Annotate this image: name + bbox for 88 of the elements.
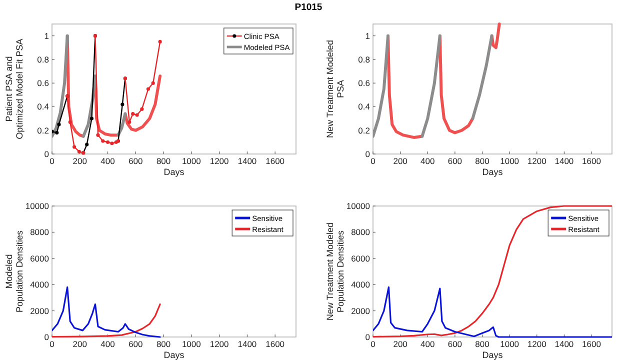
x-tick-label: 1600 (266, 339, 285, 349)
y-tick-label: 10000 (346, 201, 370, 211)
point (146, 87, 150, 91)
x-tick-label: 800 (475, 156, 490, 166)
y-tick-label: 0 (44, 332, 50, 342)
x-axis-title: Days (482, 167, 504, 177)
y-tick-label: 10000 (25, 201, 50, 211)
y-axis-title: New Treatment Modeled Population Densities (325, 222, 346, 321)
y-tick-label: 0.8 (37, 54, 50, 64)
point (77, 150, 81, 154)
point (68, 120, 72, 124)
x-tick-label: 600 (128, 339, 144, 349)
point (140, 107, 144, 111)
x-tick-label: 1000 (500, 156, 520, 166)
x-tick-label: 200 (393, 339, 408, 349)
x-tick-label: 800 (156, 339, 171, 349)
chart-title: P1015 (294, 2, 323, 13)
y-tick-label: 0.4 (358, 102, 370, 112)
y-tick-label: 1 (365, 30, 370, 41)
x-tick-label: 600 (448, 339, 462, 349)
point (120, 102, 124, 106)
point (158, 40, 162, 44)
x-tick-label: 1600 (582, 156, 602, 166)
point (135, 113, 139, 117)
point (55, 130, 59, 135)
y-tick-label: 2000 (351, 306, 370, 316)
x-tick-label: 400 (420, 156, 435, 166)
point (85, 142, 89, 146)
point (72, 145, 76, 149)
x-tick-label: 800 (156, 156, 171, 166)
point (128, 120, 132, 124)
y-tick-label: 0.4 (37, 102, 50, 112)
line-series (373, 286, 612, 338)
point (57, 122, 61, 126)
x-tick-label: 1000 (182, 156, 202, 166)
x-tick-label: 1000 (182, 339, 202, 349)
x-tick-label: 1600 (266, 156, 285, 166)
y-tick-label: 0 (44, 149, 50, 159)
x-tick-label: 1200 (527, 156, 547, 166)
y-tick-label: 0 (365, 149, 370, 159)
y-axis-title: Patient PSA and Optimized Model Fit PSA (4, 38, 24, 140)
x-tick-label: 400 (420, 339, 435, 349)
line-series (52, 286, 161, 338)
x-axis-title: Days (482, 350, 504, 360)
x-tick-label: 1000 (500, 339, 520, 349)
x-tick-label: 400 (100, 156, 116, 166)
point (106, 140, 110, 144)
y-tick-label: 8000 (30, 227, 50, 238)
y-tick-label: 0.2 (358, 125, 370, 136)
point (96, 133, 100, 137)
x-tick-label: 200 (72, 156, 88, 166)
y-axis-title: New Treatment Modeled PSA (325, 40, 346, 138)
x-tick-label: 1400 (554, 156, 574, 166)
point (131, 112, 135, 116)
x-tick-label: 1200 (210, 339, 230, 349)
y-tick-label: 4000 (351, 280, 370, 290)
x-tick-label: 1400 (554, 339, 574, 349)
x-tick-label: 1400 (238, 156, 257, 166)
point (151, 81, 155, 85)
x-tick-label: 600 (448, 156, 462, 166)
y-tick-label: 6000 (351, 253, 370, 264)
y-tick-label: 0 (365, 332, 370, 342)
y-tick-label: 0.8 (358, 54, 370, 64)
line-series (52, 303, 161, 338)
y-tick-label: 8000 (351, 227, 370, 238)
line-series (373, 205, 612, 338)
x-axis-title: Days (164, 167, 185, 177)
x-tick-label: 1200 (210, 156, 230, 166)
point (101, 139, 105, 143)
x-tick-label: 600 (128, 156, 144, 166)
y-tick-label: 0.6 (37, 78, 50, 88)
point (110, 142, 114, 146)
x-tick-label: 800 (475, 339, 490, 349)
x-axis-title: Days (164, 350, 185, 360)
y-tick-label: 2000 (30, 306, 50, 316)
point (90, 116, 94, 120)
y-tick-label: 4000 (30, 280, 50, 290)
y-axis-title: Modeled Population Densities (4, 230, 24, 313)
y-tick-label: 0.6 (358, 78, 370, 88)
x-tick-label: 200 (393, 156, 408, 166)
x-tick-label: 200 (72, 339, 88, 349)
x-tick-label: 400 (100, 339, 116, 349)
x-tick-label: 1600 (582, 339, 602, 349)
y-tick-label: 1 (44, 30, 50, 41)
x-tick-label: 1200 (527, 339, 547, 349)
y-tick-label: 0.2 (37, 125, 50, 136)
x-tick-label: 1400 (238, 339, 257, 349)
y-tick-label: 6000 (30, 253, 50, 264)
